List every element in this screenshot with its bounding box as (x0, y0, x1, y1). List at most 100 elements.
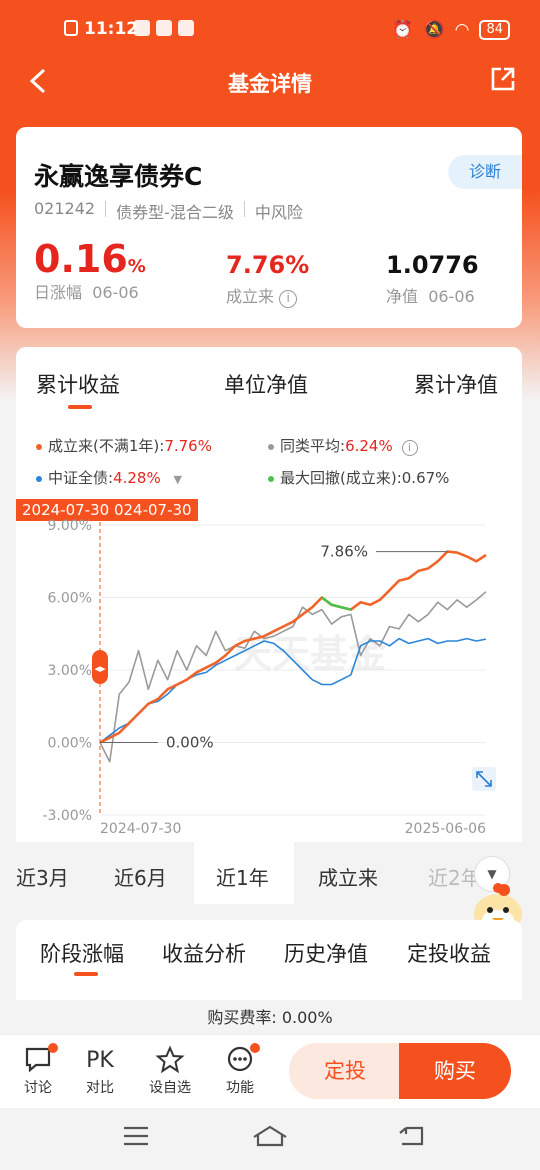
fund-type: 债券型-混合二级 (116, 203, 234, 222)
tab-return-analysis[interactable]: 收益分析 (162, 942, 246, 966)
legend-peer[interactable]: 同类平均:6.24% i (268, 435, 418, 456)
status-bar: 11:12 ⏰ 🔕 ◠ 84 (0, 0, 540, 58)
info-icon[interactable]: i (279, 290, 298, 308)
tab-unit-nav[interactable]: 单位净值 (224, 373, 308, 397)
discuss-button[interactable]: 讨论 (14, 1043, 62, 1097)
func-label: 功能 (226, 1080, 254, 1096)
fund-code: 021242 (34, 199, 96, 218)
series-line-1 (99, 591, 487, 763)
fund-risk: 中风险 (254, 203, 303, 222)
nav-date: 06-06 (428, 287, 475, 306)
since-inception-stat: 7.76% 成立来 i (226, 251, 309, 308)
caret-down-icon[interactable]: ▼ (173, 473, 182, 486)
notification-dot (250, 1043, 260, 1053)
legend-dot-benchmark (36, 475, 42, 482)
back-nav-icon[interactable] (396, 1124, 426, 1154)
period-since-inception[interactable]: 成立来 (318, 866, 378, 890)
app-icon-3 (178, 20, 194, 36)
menu-icon[interactable] (122, 1124, 150, 1154)
x-tick-label-end: 2025-06-06 (405, 821, 486, 835)
zero-annotation-label: 0.00% (166, 734, 214, 752)
page-title: 基金详情 (228, 72, 312, 96)
sim-icon (64, 20, 78, 36)
chart-card: 累计收益 单位净值 累计净值 成立来(不满1年):7.76% 同类平均:6.24… (16, 347, 522, 842)
info-icon[interactable]: i (401, 440, 418, 456)
watch-label: 设自选 (149, 1080, 191, 1096)
since-inception-value: 7.76% (226, 251, 310, 279)
fund-name: 永赢逸享债券C (34, 162, 203, 191)
legend-dot-drawdown (268, 475, 274, 482)
notification-dot (48, 1043, 58, 1053)
max-annotation-label: 7.86% (320, 543, 368, 561)
daily-change-stat: 0.16% 日涨幅 06-06 (34, 237, 146, 303)
legend-fund[interactable]: 成立来(不满1年):7.76% (36, 435, 212, 456)
tab-cumulative-nav[interactable]: 累计净值 (414, 373, 498, 397)
pk-icon: PK (86, 1048, 114, 1073)
compare-button[interactable]: PK 对比 (76, 1045, 124, 1097)
battery-indicator: 84 (479, 20, 510, 40)
home-icon[interactable] (252, 1124, 288, 1154)
period-selector: 近3月 近6月 近1年 成立来 近2年 ▼ (0, 842, 540, 904)
dingtou-button[interactable]: 定投 (289, 1043, 401, 1099)
y-tick-label: -3.00% (42, 808, 92, 824)
buy-button[interactable]: 购买 (399, 1043, 511, 1099)
app-icon-1 (134, 20, 150, 36)
star-icon (146, 1045, 194, 1077)
y-tick-label: 3.00% (48, 663, 92, 679)
fund-meta: 021242 债券型-混合二级 中风险 (34, 199, 303, 223)
legend-dot-fund (36, 443, 42, 450)
share-icon[interactable] (490, 66, 516, 92)
app-notification-icons (134, 20, 194, 36)
nav-label: 净值 (386, 287, 419, 306)
nav-value: 1.0776 (386, 251, 479, 279)
mute-icon: 🔕 (423, 20, 445, 40)
drag-handle-icon (92, 650, 108, 684)
period-active-bg (194, 842, 294, 904)
period-3m[interactable]: 近3月 (16, 866, 69, 890)
period-1y[interactable]: 近1年 (216, 866, 269, 890)
tab-indicator (68, 405, 92, 409)
app-icon-2 (156, 20, 172, 36)
y-tick-label: 6.00% (48, 591, 92, 607)
status-right: ⏰ 🔕 ◠ 84 (392, 20, 510, 40)
legend-drawdown[interactable]: 最大回撤(成立来):0.67% (268, 467, 449, 488)
tab-history-nav[interactable]: 历史净值 (284, 942, 368, 966)
chat-icon (14, 1043, 62, 1077)
divider (243, 201, 245, 217)
y-tick-label: 9.00% (48, 518, 92, 534)
since-inception-label: 成立来 (226, 287, 275, 306)
x-tick-label-start: 2024-07-30 (100, 821, 181, 835)
legend-benchmark[interactable]: 中证全债:4.28% ▼ (36, 467, 182, 488)
period-2y[interactable]: 近2年 (428, 866, 481, 890)
tab-cumulative-return[interactable]: 累计收益 (36, 373, 120, 397)
alarm-icon: ⏰ (392, 20, 414, 40)
nav-bar: 基金详情 (0, 58, 540, 104)
back-icon[interactable] (28, 66, 48, 103)
function-button[interactable]: 功能 (216, 1043, 264, 1097)
drawdown-segment (321, 596, 352, 611)
divider (105, 201, 107, 217)
purchase-fee: 购买费率: 0.00% (207, 1008, 333, 1027)
daily-change-value: 0.16% (34, 237, 146, 281)
tab-dingtou-return[interactable]: 定投收益 (407, 942, 491, 966)
return-chart[interactable]: 9.00% 6.00% 3.00% 0.00% -3.00% 2024-07-30 2025… (16, 515, 522, 835)
tab-stage-return[interactable]: 阶段涨幅 (40, 942, 124, 966)
section-tab-indicator (74, 972, 98, 976)
crosshair-date-tag: 2024-07-30 024-07-30 (16, 499, 198, 521)
nav-stat: 1.0776 净值 06-06 (386, 251, 479, 307)
diagnose-button[interactable]: 诊断 (448, 155, 522, 189)
series-line-0 (99, 550, 487, 744)
wifi-icon: ◠ (454, 20, 470, 40)
chart-tabs: 累计收益 单位净值 累计净值 (16, 369, 522, 409)
fullscreen-icon (472, 767, 496, 791)
period-6m[interactable]: 近6月 (114, 866, 167, 890)
fund-info-card: 永赢逸享债券C 诊断 021242 债券型-混合二级 中风险 0.16% 日涨幅… (16, 127, 522, 328)
daily-change-date: 06-06 (92, 283, 139, 302)
more-icon (216, 1043, 264, 1077)
series-line-2 (99, 637, 487, 744)
legend-dot-peer (268, 443, 274, 450)
expand-periods-icon[interactable]: ▼ (474, 856, 510, 892)
notification-icons (64, 20, 78, 36)
add-watchlist-button[interactable]: 设自选 (146, 1045, 194, 1097)
daily-change-label: 日涨幅 (34, 283, 83, 302)
